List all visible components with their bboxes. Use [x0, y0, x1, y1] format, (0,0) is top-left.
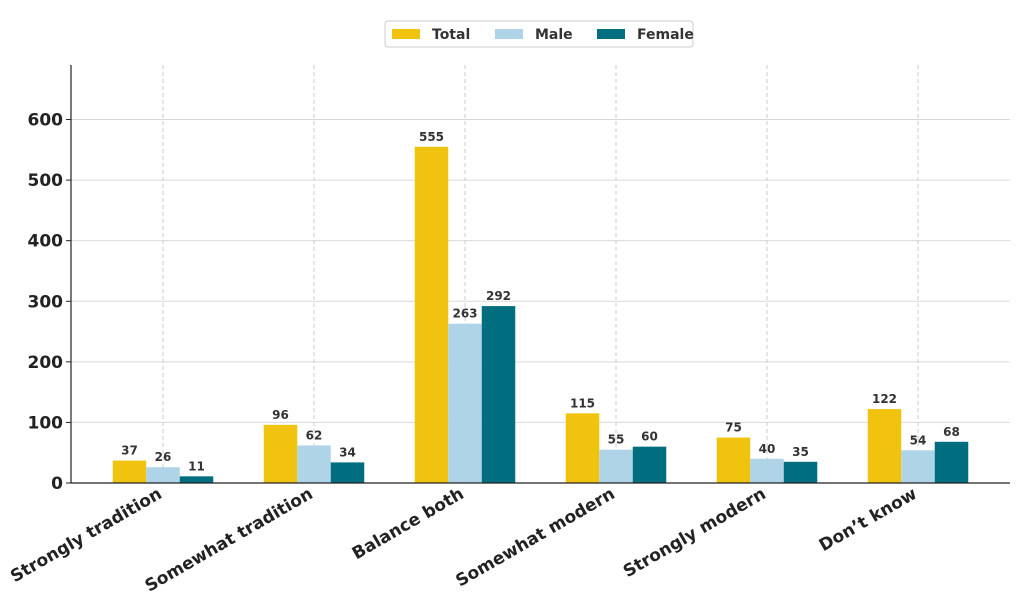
data-label: 555	[419, 130, 444, 144]
legend-swatch-male	[495, 29, 523, 39]
bar-male-4	[750, 458, 784, 483]
legend-label-female: Female	[637, 27, 694, 43]
bar-total-1	[263, 424, 298, 483]
bar-female-4	[783, 461, 818, 483]
data-label: 60	[641, 430, 658, 444]
data-label: 75	[725, 421, 742, 435]
bar-total-2	[414, 146, 449, 484]
x-tick-label: Don’t know	[816, 484, 921, 556]
y-tick-label: 100	[28, 413, 64, 433]
x-tick-label: Somewhat modern	[453, 484, 619, 591]
bar-female-1	[330, 462, 365, 483]
bar-male-1	[297, 445, 331, 483]
bar-female-3	[632, 446, 667, 483]
y-tick-label: 500	[28, 171, 64, 191]
bar-total-0	[112, 460, 147, 483]
data-label: 68	[943, 425, 960, 439]
data-label: 37	[121, 444, 138, 458]
bar-total-4	[716, 437, 751, 483]
bars	[112, 146, 969, 484]
data-label: 54	[910, 433, 927, 447]
x-tick-label: Somewhat tradition	[142, 484, 317, 596]
data-label: 40	[759, 442, 776, 456]
bar-male-2	[448, 323, 482, 483]
data-label: 35	[792, 445, 809, 459]
y-tick-label: 0	[51, 474, 63, 494]
x-tick-label: Strongly tradition	[7, 484, 165, 587]
data-label: 292	[486, 289, 511, 303]
y-tick-label: 400	[28, 232, 64, 252]
legend-swatch-total	[392, 29, 420, 39]
legend-label-total: Total	[432, 27, 470, 43]
data-labels: 37 96 555 115 75 122 26 62 263 55 40 54 11 34 292 60 35 6…	[121, 130, 960, 474]
grid-lines	[71, 65, 1010, 483]
bar-total-5	[867, 409, 902, 483]
bar-female-2	[481, 306, 516, 483]
y-tick-label: 600	[28, 111, 64, 131]
bar-male-5	[901, 450, 935, 483]
legend-swatch-female	[597, 29, 625, 39]
data-label: 263	[452, 307, 477, 321]
bar-total-3	[565, 413, 600, 483]
data-label: 34	[339, 445, 356, 459]
x-tick-label: Strongly modern	[620, 484, 770, 582]
data-label: 11	[188, 459, 205, 473]
data-label: 122	[872, 392, 897, 406]
y-tick-label: 300	[28, 292, 64, 312]
data-label: 96	[272, 408, 289, 422]
bar-female-5	[934, 441, 969, 483]
bar-male-3	[599, 449, 633, 483]
legend-label-male: Male	[535, 27, 573, 43]
data-label: 26	[155, 450, 172, 464]
data-label: 55	[608, 433, 625, 447]
x-tick-label: Balance both	[349, 484, 468, 564]
legend: Total Male Female	[384, 20, 694, 48]
legend-box	[384, 20, 694, 48]
bar-female-0	[179, 476, 214, 483]
y-tick-label: 200	[28, 353, 64, 373]
data-label: 115	[570, 396, 595, 410]
data-label: 62	[306, 428, 323, 442]
bar-male-0	[146, 467, 180, 483]
